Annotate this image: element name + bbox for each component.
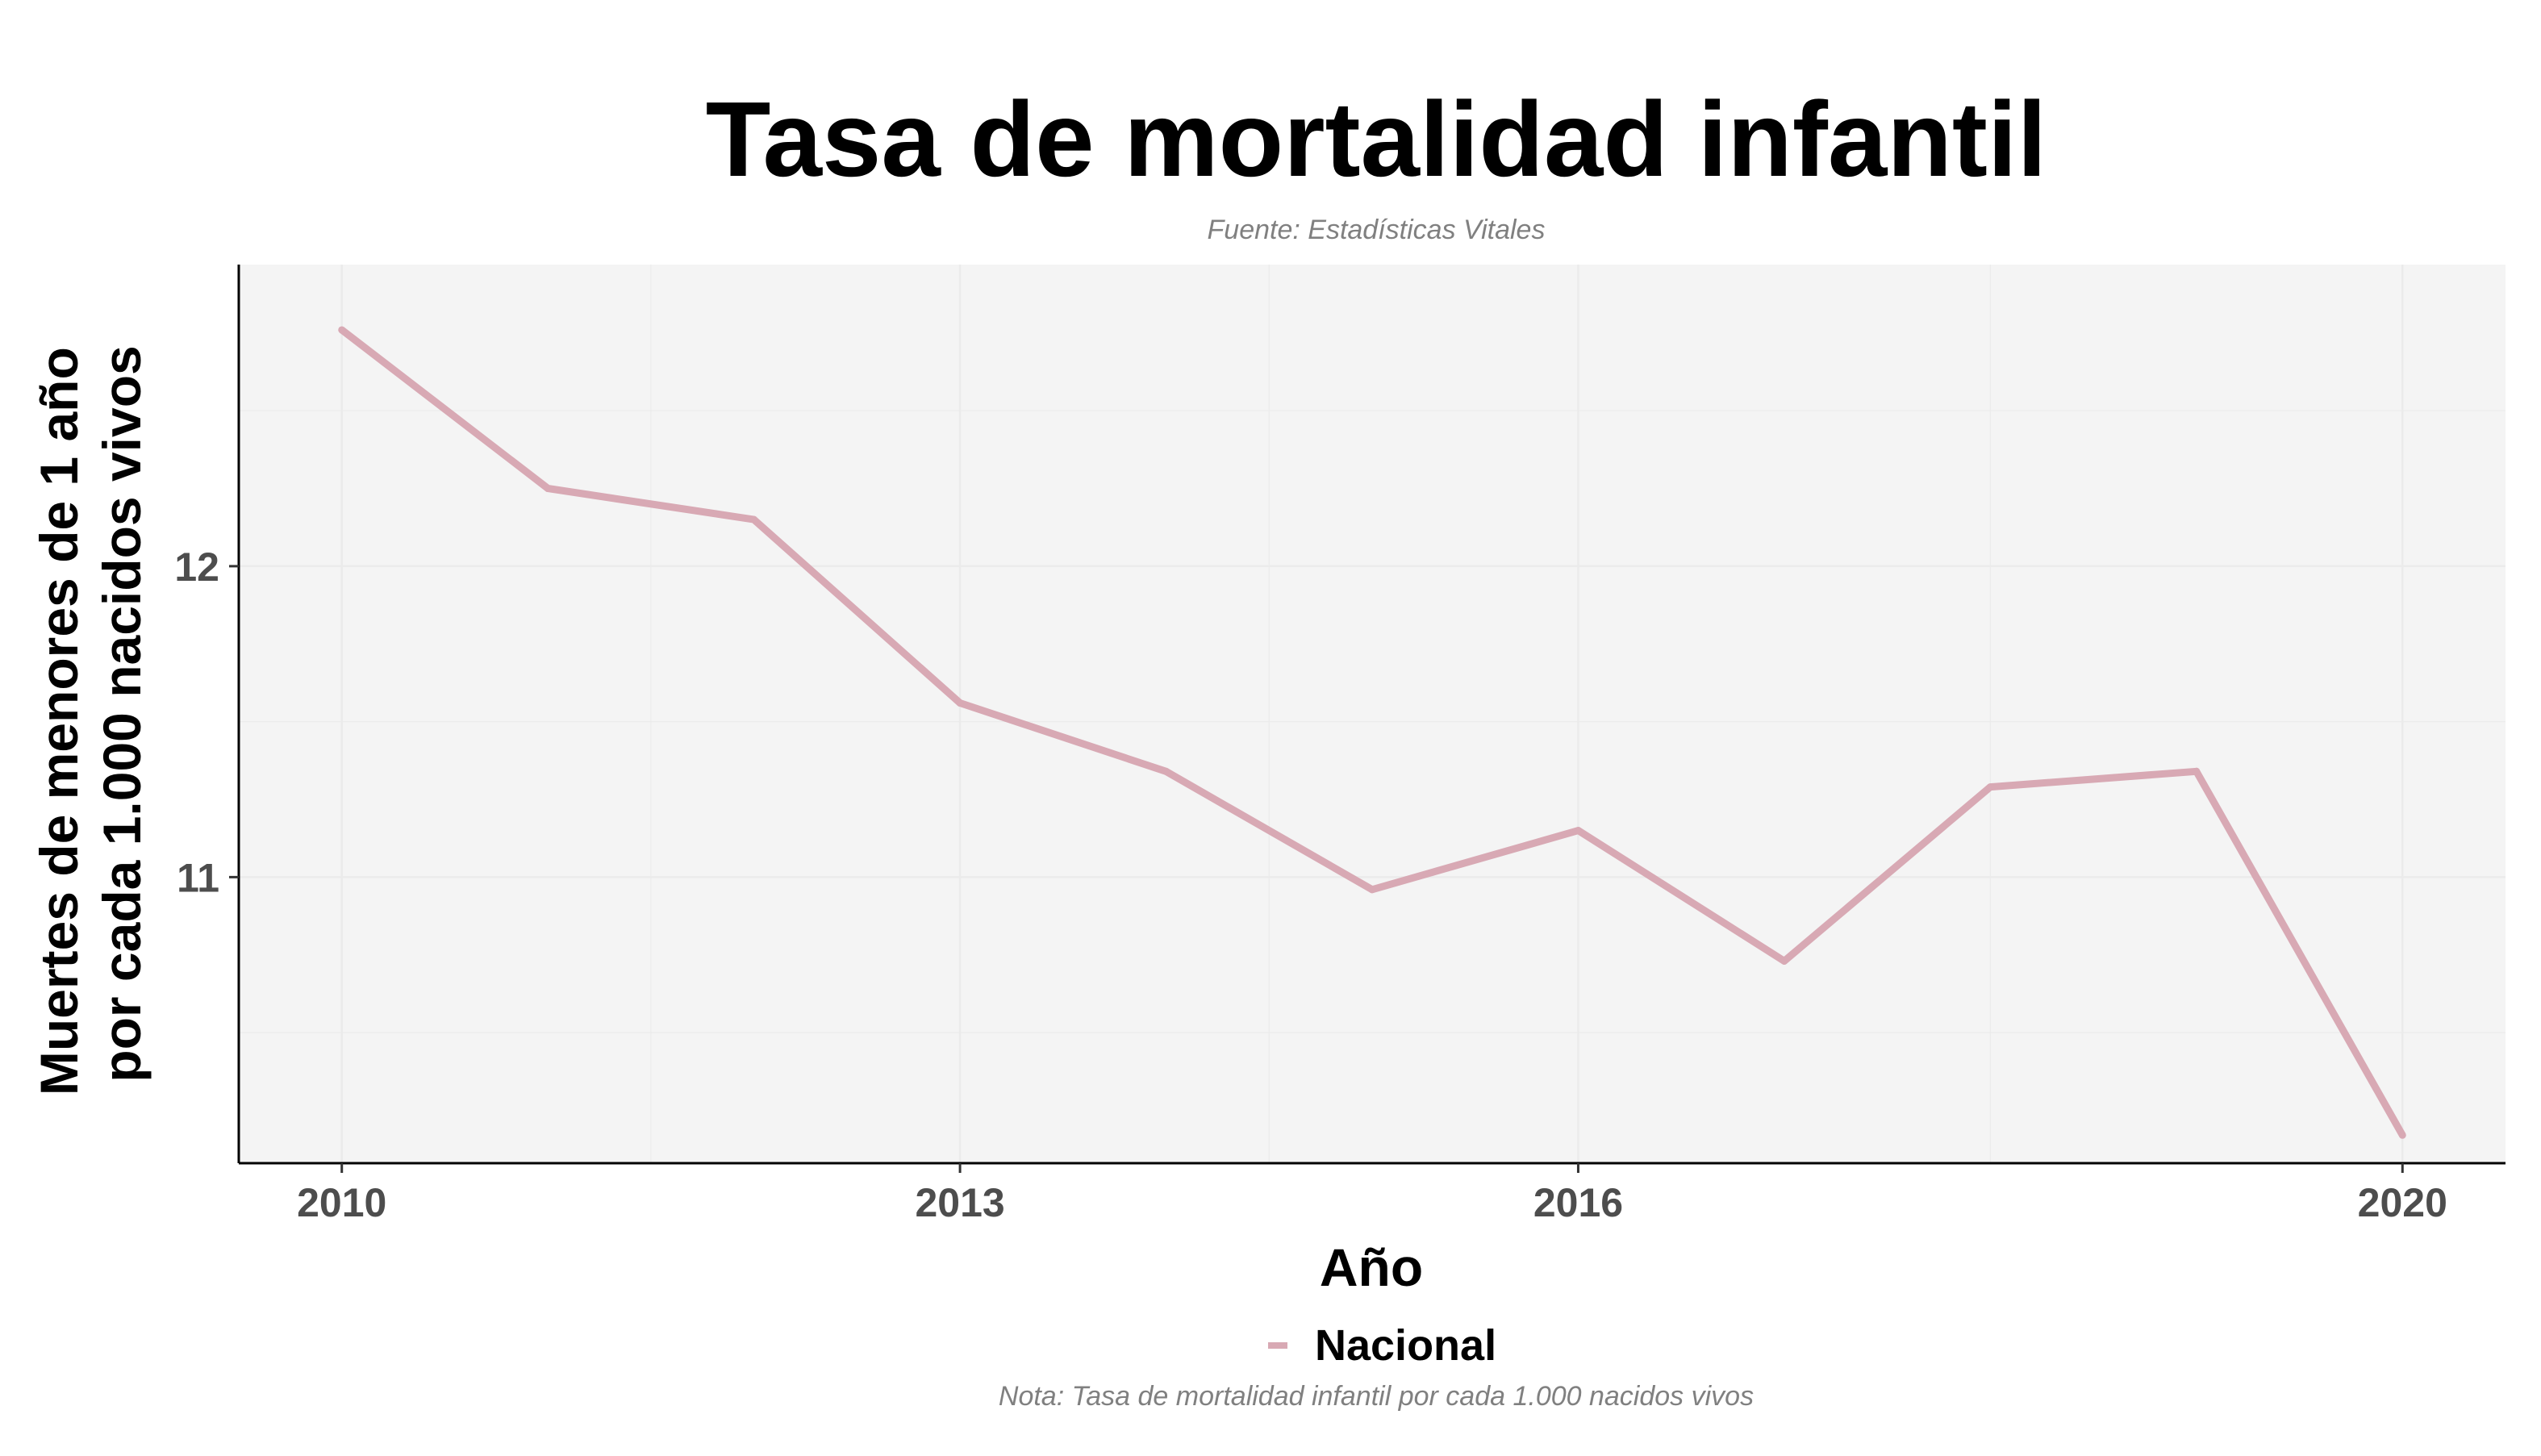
data-point bbox=[1986, 783, 1994, 791]
chart-title: Tasa de mortalidad infantil bbox=[706, 80, 2047, 198]
x-ticks: 2010 2013 2016 2020 bbox=[297, 1163, 2447, 1225]
data-point bbox=[750, 515, 758, 524]
x-axis-title: Año bbox=[1320, 1237, 1423, 1297]
data-point bbox=[2193, 767, 2201, 775]
data-point bbox=[544, 485, 552, 493]
y-axis-title: Muertes de menores de 1 año por cada 1.0… bbox=[29, 332, 152, 1095]
data-point bbox=[338, 326, 346, 334]
data-point bbox=[1780, 957, 1788, 965]
x-tick-label: 2010 bbox=[297, 1180, 386, 1225]
y-ticks: 11 12 bbox=[174, 544, 239, 900]
data-point bbox=[1574, 827, 1582, 835]
y-axis-title-line-1: Muertes de menores de 1 año bbox=[29, 347, 89, 1095]
series-layer bbox=[338, 326, 2406, 1139]
x-tick-label: 2016 bbox=[1533, 1180, 1623, 1225]
y-axis-title-line-2: por cada 1.000 nacidos vivos bbox=[92, 345, 152, 1082]
plot-panel bbox=[239, 265, 2506, 1163]
data-point bbox=[1368, 886, 1376, 894]
y-tick-label: 12 bbox=[174, 544, 219, 590]
data-point bbox=[1162, 767, 1170, 775]
chart-subtitle: Fuente: Estadísticas Vitales bbox=[1208, 215, 1546, 245]
grid-lines bbox=[239, 265, 2506, 1163]
data-point bbox=[956, 699, 964, 707]
y-tick-label: 11 bbox=[177, 855, 219, 900]
x-tick-label: 2013 bbox=[915, 1180, 1004, 1225]
x-tick-label: 2020 bbox=[2358, 1180, 2447, 1225]
legend: Nacional bbox=[1268, 1321, 1496, 1370]
chart-note: Nota: Tasa de mortalidad infantil por ca… bbox=[999, 1381, 1754, 1412]
legend-label-nacional: Nacional bbox=[1315, 1321, 1496, 1370]
data-point bbox=[2398, 1131, 2406, 1139]
